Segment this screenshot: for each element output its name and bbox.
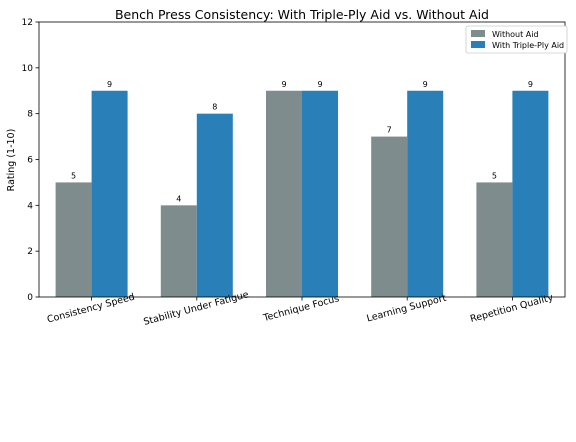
bar-value-label: 8 bbox=[212, 103, 217, 112]
legend-swatch-with-aid bbox=[471, 41, 485, 48]
bar-value-label: 4 bbox=[176, 194, 181, 203]
bar-value-label: 9 bbox=[317, 80, 322, 89]
y-tick-label: 8 bbox=[27, 110, 33, 120]
y-tick-label: 2 bbox=[27, 247, 33, 257]
y-tick-label: 0 bbox=[27, 293, 33, 303]
legend-box bbox=[465, 25, 568, 54]
bar-without-aid-3 bbox=[371, 136, 408, 297]
bar-value-label: 5 bbox=[492, 171, 497, 180]
bar-without-aid-1 bbox=[160, 205, 197, 297]
bar-with-aid-0 bbox=[91, 90, 128, 297]
bar-without-aid-0 bbox=[55, 182, 92, 297]
chart-title: Bench Press Consistency: With Triple-Ply… bbox=[115, 7, 489, 22]
y-tick-label: 4 bbox=[27, 201, 33, 211]
y-tick-label: 10 bbox=[22, 64, 34, 74]
legend-label-with-aid: With Triple-Ply Aid bbox=[492, 41, 564, 50]
x-tick-label: Technique Focus bbox=[261, 293, 340, 324]
y-axis-label: Rating (1-10) bbox=[6, 129, 17, 192]
bar-value-label: 9 bbox=[528, 80, 533, 89]
bar-with-aid-1 bbox=[196, 113, 233, 298]
bar-without-aid-2 bbox=[266, 90, 302, 297]
bar-value-label: 7 bbox=[387, 126, 392, 135]
legend-swatch-without-aid bbox=[471, 30, 485, 37]
legend: Without Aid With Triple-Ply Aid bbox=[465, 25, 568, 54]
legend-label-without-aid: Without Aid bbox=[492, 30, 539, 39]
bar-value-label: 9 bbox=[281, 80, 286, 89]
y-tick-label: 6 bbox=[27, 156, 33, 166]
bar-value-label: 9 bbox=[107, 80, 112, 89]
bar-with-aid-3 bbox=[407, 90, 444, 297]
bar-with-aid-4 bbox=[512, 90, 549, 297]
bar-value-label: 9 bbox=[423, 80, 428, 89]
plot-frame bbox=[38, 21, 566, 298]
bar-without-aid-4 bbox=[476, 182, 513, 297]
y-tick-label: 12 bbox=[22, 18, 33, 28]
bar-value-label: 5 bbox=[71, 171, 76, 180]
bar-with-aid-2 bbox=[302, 90, 338, 297]
